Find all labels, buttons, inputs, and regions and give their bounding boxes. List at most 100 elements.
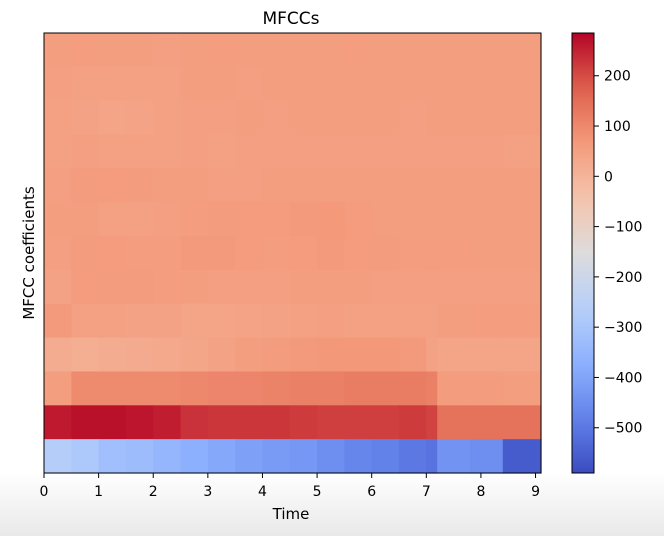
heatmap-cell [125, 202, 154, 237]
heatmap-cell [153, 303, 182, 339]
heatmap-cell [317, 337, 345, 373]
heatmap-cell [125, 33, 154, 68]
heatmap-cell [207, 236, 236, 271]
heatmap-cell [470, 202, 504, 237]
heatmap-cell [289, 236, 318, 271]
heatmap-cell [180, 100, 209, 136]
heatmap-cell [262, 134, 291, 169]
heatmap-cell [153, 66, 182, 102]
heatmap-cell [426, 66, 438, 102]
heatmap-cell [344, 303, 373, 339]
heatmap-cell [502, 236, 542, 271]
heatmap-cell [470, 405, 504, 440]
heatmap-cell [344, 439, 373, 474]
heatmap-cell [371, 405, 400, 440]
heatmap-cell [371, 202, 400, 237]
heatmap-cell [98, 236, 127, 271]
x-tick-label: 9 [531, 484, 540, 500]
x-tick-label: 8 [476, 484, 485, 500]
heatmap-cell [207, 303, 236, 339]
heatmap-cell [317, 202, 345, 237]
heatmap-cell [180, 236, 209, 271]
heatmap-cell [317, 236, 345, 271]
heatmap-cell [502, 202, 542, 237]
x-tick-label: 3 [203, 484, 212, 500]
heatmap-cell [44, 371, 72, 406]
heatmap-cell [207, 66, 236, 102]
heatmap-cell [98, 100, 127, 136]
heatmap-cell [180, 33, 209, 68]
heatmap-cell [470, 337, 504, 373]
heatmap-cell [71, 202, 100, 237]
heatmap-cell [125, 100, 154, 136]
heatmap-cell [317, 371, 345, 406]
heatmap-cell [426, 134, 438, 169]
heatmap-cell [125, 66, 154, 102]
heatmap-cell [502, 405, 542, 440]
heatmap-cell [371, 33, 400, 68]
heatmap-cell [98, 439, 127, 474]
heatmap-cell [44, 202, 72, 237]
heatmap-cell [235, 202, 264, 237]
x-tick-label: 7 [422, 484, 431, 500]
heatmap-cell [470, 134, 504, 169]
heatmap-cell [437, 202, 471, 237]
heatmap-cell [502, 303, 542, 339]
heatmap-cell [502, 371, 542, 406]
heatmap-cell [426, 33, 438, 68]
heatmap-cell [399, 66, 427, 102]
heatmap-cell [125, 168, 154, 203]
colorbar-tick-label: −500 [604, 421, 642, 437]
heatmap-cell [235, 337, 264, 373]
heatmap-cell [235, 134, 264, 169]
heatmap-cell [207, 168, 236, 203]
chart-title: MFCCs [262, 9, 319, 29]
heatmap-cell [44, 337, 72, 373]
heatmap-cell [344, 371, 373, 406]
heatmap-cell [207, 439, 236, 474]
heatmap-cell [262, 236, 291, 271]
heatmap-cell [289, 202, 318, 237]
heatmap-cell [71, 33, 100, 68]
heatmap-cells [44, 33, 542, 474]
colorbar-tick-label: −300 [604, 320, 642, 336]
heatmap-cell [317, 134, 345, 169]
heatmap-cell [371, 371, 400, 406]
heatmap-cell [344, 337, 373, 373]
colorbar-tick-label: 0 [604, 169, 613, 185]
heatmap-cell [235, 405, 264, 440]
x-tick-label: 1 [94, 484, 103, 500]
heatmap-cell [180, 134, 209, 169]
heatmap-cell [98, 168, 127, 203]
heatmap-cell [289, 33, 318, 68]
heatmap-cell [44, 33, 72, 68]
heatmap-cell [426, 303, 438, 339]
heatmap-cell [71, 371, 100, 406]
colorbar-tick-label: −200 [604, 270, 642, 286]
heatmap-cell [262, 269, 291, 305]
heatmap-cell [426, 236, 438, 271]
heatmap-cell [289, 269, 318, 305]
heatmap-cell [71, 405, 100, 440]
heatmap-cell [235, 168, 264, 203]
colorbar-ticks: 200 100 0 −100 −200 −300 −400 −500 [594, 69, 642, 437]
heatmap-cell [180, 168, 209, 203]
heatmap-cell [426, 168, 438, 203]
heatmap-cell [344, 100, 373, 136]
heatmap-cell [125, 236, 154, 271]
heatmap-cell [207, 202, 236, 237]
heatmap-cell [153, 134, 182, 169]
x-tick-label: 2 [149, 484, 158, 500]
heatmap-cell [180, 405, 209, 440]
heatmap-cell [71, 269, 100, 305]
heatmap-cell [399, 303, 427, 339]
heatmap-cell [153, 33, 182, 68]
heatmap-cell [98, 66, 127, 102]
heatmap-cell [44, 303, 72, 339]
heatmap-cell [317, 405, 345, 440]
heatmap-cell [207, 269, 236, 305]
heatmap-cell [207, 100, 236, 136]
heatmap-cell [344, 269, 373, 305]
heatmap-cell [98, 202, 127, 237]
